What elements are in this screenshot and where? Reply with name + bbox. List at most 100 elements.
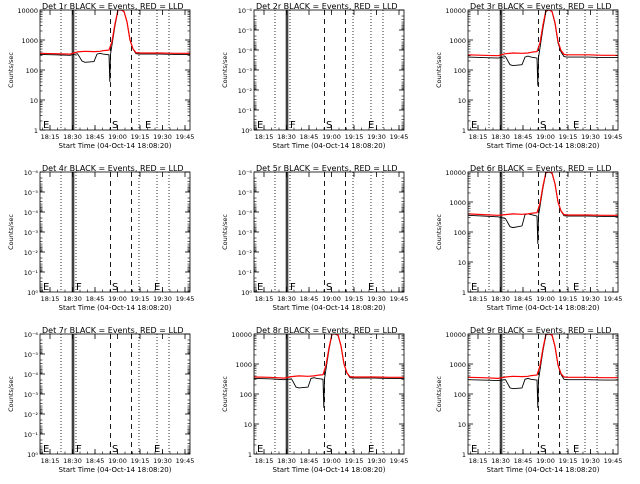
y-tick-label: 10000 (445, 169, 466, 177)
x-tick-label: 19:30 (581, 133, 600, 141)
y-tick-label: 10000 (445, 331, 466, 339)
y-axis-label: Counts/sec (7, 214, 15, 250)
y-tick-label: 10⁻³ (24, 229, 39, 237)
x-axis-label: Start Time (04-Oct-14 18:08:20) (487, 466, 600, 474)
event-marker-label: S (112, 444, 118, 455)
event-marker-label: F (290, 120, 296, 131)
x-tick-label: 19:15 (559, 133, 578, 141)
series-line-lld (254, 334, 404, 379)
event-marker-label: S (326, 282, 332, 293)
y-tick-label: 1000 (235, 361, 252, 369)
y-tick-label: 1 (462, 289, 466, 297)
y-tick-label: 10 (458, 259, 466, 267)
x-axis-label: Start Time (04-Oct-14 18:08:20) (487, 142, 600, 150)
y-tick-label: 10⁻⁵ (238, 189, 253, 197)
event-marker-label: S (112, 120, 118, 131)
x-tick-label: 19:45 (390, 295, 409, 303)
panel-title: Det 7r BLACK = Events, RED = LLD (42, 326, 184, 335)
x-tick-label: 18:15 (255, 133, 274, 141)
series-group (40, 10, 190, 82)
x-tick-label: 18:30 (491, 457, 510, 465)
x-tick-label: 19:30 (581, 457, 600, 465)
y-tick-label: 1 (248, 451, 252, 459)
event-marker-label: E (368, 444, 374, 455)
series-line-events (468, 10, 618, 86)
event-marker-label: S (540, 444, 546, 455)
y-tick-label: 10⁻⁵ (24, 189, 39, 197)
x-tick-label: 18:45 (300, 133, 319, 141)
y-tick-label: 10⁻² (24, 249, 39, 257)
y-tick-label: 10 (30, 97, 38, 105)
x-tick-label: 19:45 (176, 133, 195, 141)
y-tick-label: 100 (454, 391, 466, 399)
y-tick-label: 1 (34, 127, 38, 135)
y-axis-label: Counts/sec (435, 52, 443, 88)
event-marker-label: E (257, 444, 263, 455)
x-axis-label: Start Time (04-Oct-14 18:08:20) (487, 304, 600, 312)
x-tick-label: 18:30 (63, 457, 82, 465)
panel-title: Det 8r BLACK = Events, RED = LLD (256, 326, 398, 335)
event-marker-label: F (290, 282, 296, 293)
y-axis-label: Counts/sec (221, 52, 229, 88)
y-tick-label: 10⁰ (27, 289, 38, 297)
x-tick-label: 19:45 (176, 295, 195, 303)
y-tick-label: 100 (454, 67, 466, 75)
event-marker-label: E (471, 444, 477, 455)
series-line-events (254, 334, 404, 408)
y-tick-label: 10⁻⁵ (24, 351, 39, 359)
event-marker-label: E (573, 282, 579, 293)
x-tick-label: 18:45 (514, 457, 533, 465)
x-tick-label: 19:30 (367, 457, 386, 465)
event-marker-label: E (471, 282, 477, 293)
x-tick-label: 18:15 (255, 295, 274, 303)
panel-frame (253, 171, 405, 293)
event-marker-label: F (76, 282, 82, 293)
y-tick-label: 10⁻³ (24, 391, 39, 399)
y-tick-label: 1000 (449, 361, 466, 369)
y-tick-label: 1 (462, 451, 466, 459)
series-group (468, 334, 618, 408)
y-tick-label: 10⁻² (24, 411, 39, 419)
event-marker-label: E (43, 444, 49, 455)
series-line-lld (468, 334, 618, 380)
event-marker-label: S (540, 120, 546, 131)
x-tick-label: 18:15 (469, 295, 488, 303)
x-tick-label: 19:30 (153, 295, 172, 303)
panel-title: Det 3r BLACK = Events, RED = LLD (470, 2, 612, 11)
event-marker-label: E (471, 120, 477, 131)
event-marker-label: S (112, 282, 118, 293)
panel-title: Det 6r BLACK = Events, RED = LLD (470, 164, 612, 173)
x-tick-label: 19:00 (536, 457, 555, 465)
x-tick-label: 19:15 (559, 457, 578, 465)
y-tick-label: 1000 (449, 199, 466, 207)
x-tick-label: 19:30 (153, 457, 172, 465)
y-tick-label: 10 (458, 97, 466, 105)
y-tick-label: 10 (458, 421, 466, 429)
y-tick-label: 10⁻⁶ (238, 169, 253, 177)
y-tick-label: 10⁻³ (238, 67, 253, 75)
x-tick-label: 18:45 (86, 133, 105, 141)
x-tick-label: 18:30 (491, 133, 510, 141)
y-tick-label: 100 (454, 229, 466, 237)
x-tick-label: 18:45 (300, 457, 319, 465)
x-tick-label: 18:15 (255, 457, 274, 465)
x-tick-label: 18:30 (491, 295, 510, 303)
x-axis-label: Start Time (04-Oct-14 18:08:20) (59, 466, 172, 474)
event-marker-label: E (257, 120, 263, 131)
x-tick-label: 19:15 (131, 133, 150, 141)
x-tick-label: 18:30 (277, 133, 296, 141)
x-tick-label: 19:45 (176, 457, 195, 465)
x-tick-label: 19:00 (536, 295, 555, 303)
series-line-lld (468, 10, 618, 57)
x-tick-label: 19:15 (345, 457, 364, 465)
y-tick-label: 10⁻² (238, 87, 253, 95)
y-tick-label: 10⁰ (27, 451, 38, 459)
y-tick-label: 10⁻¹ (238, 107, 253, 115)
x-tick-label: 18:30 (277, 295, 296, 303)
y-tick-label: 10⁻³ (238, 229, 253, 237)
